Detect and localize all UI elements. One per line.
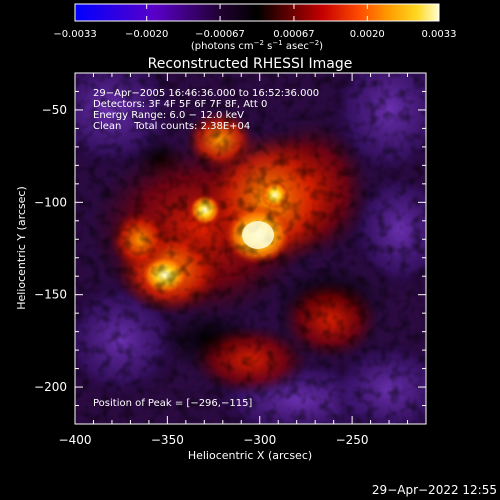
colorbar-tick-label: 0.00067 (273, 29, 314, 40)
y-tick-label: −150 (34, 288, 67, 302)
annotation-detectors: Detectors: 3F 4F 5F 6F 7F 8F, Att 0 (93, 99, 267, 110)
colorbar-frame (74, 3, 440, 22)
annotation-energy: Energy Range: 6.0 − 12.0 keV (93, 110, 244, 121)
annotation-counts: Clean Total counts: 2.38E+04 (93, 121, 250, 132)
axis-ticks: −400 −350 −300 −250 −50 −100 −150 −200 (34, 72, 427, 447)
colorbar-tick-label: 0.0033 (422, 29, 457, 40)
y-axis-label: Heliocentric Y (arcsec) (15, 186, 28, 310)
plot-frame (74, 72, 427, 425)
annotation-peak: Position of Peak = [−296,−115] (93, 398, 252, 409)
y-tick-label: −50 (42, 103, 67, 117)
colorbar-tick-label: 0.0020 (350, 29, 385, 40)
x-tick-label: −250 (336, 433, 369, 447)
colorbar-tick-label: −0.0020 (125, 29, 168, 40)
chart-title: Reconstructed RHESSI Image (148, 56, 353, 72)
x-tick-label: −400 (59, 433, 92, 447)
colorbar (75, 4, 439, 21)
heatmap-image (75, 73, 426, 424)
colorbar-unit-label: (photons cm−2 s−1 asec−2) (191, 39, 323, 52)
x-tick-label: −350 (151, 433, 184, 447)
footer-timestamp: 29−Apr−2022 12:55 (372, 483, 497, 497)
colorbar-tick-label: −0.0033 (53, 29, 96, 40)
x-tick-label: −300 (243, 433, 276, 447)
colorbar-tick-label: −0.00067 (195, 29, 245, 40)
annotation-time: 29−Apr−2005 16:46:36.000 to 16:52:36.000 (93, 88, 319, 99)
colorbar-ticks: −0.0033 −0.0020 −0.00067 0.00067 0.0020 0.003… (53, 4, 457, 40)
x-axis-label: Heliocentric X (arcsec) (188, 449, 312, 462)
y-tick-label: −200 (34, 380, 67, 394)
y-tick-label: −100 (34, 195, 67, 209)
